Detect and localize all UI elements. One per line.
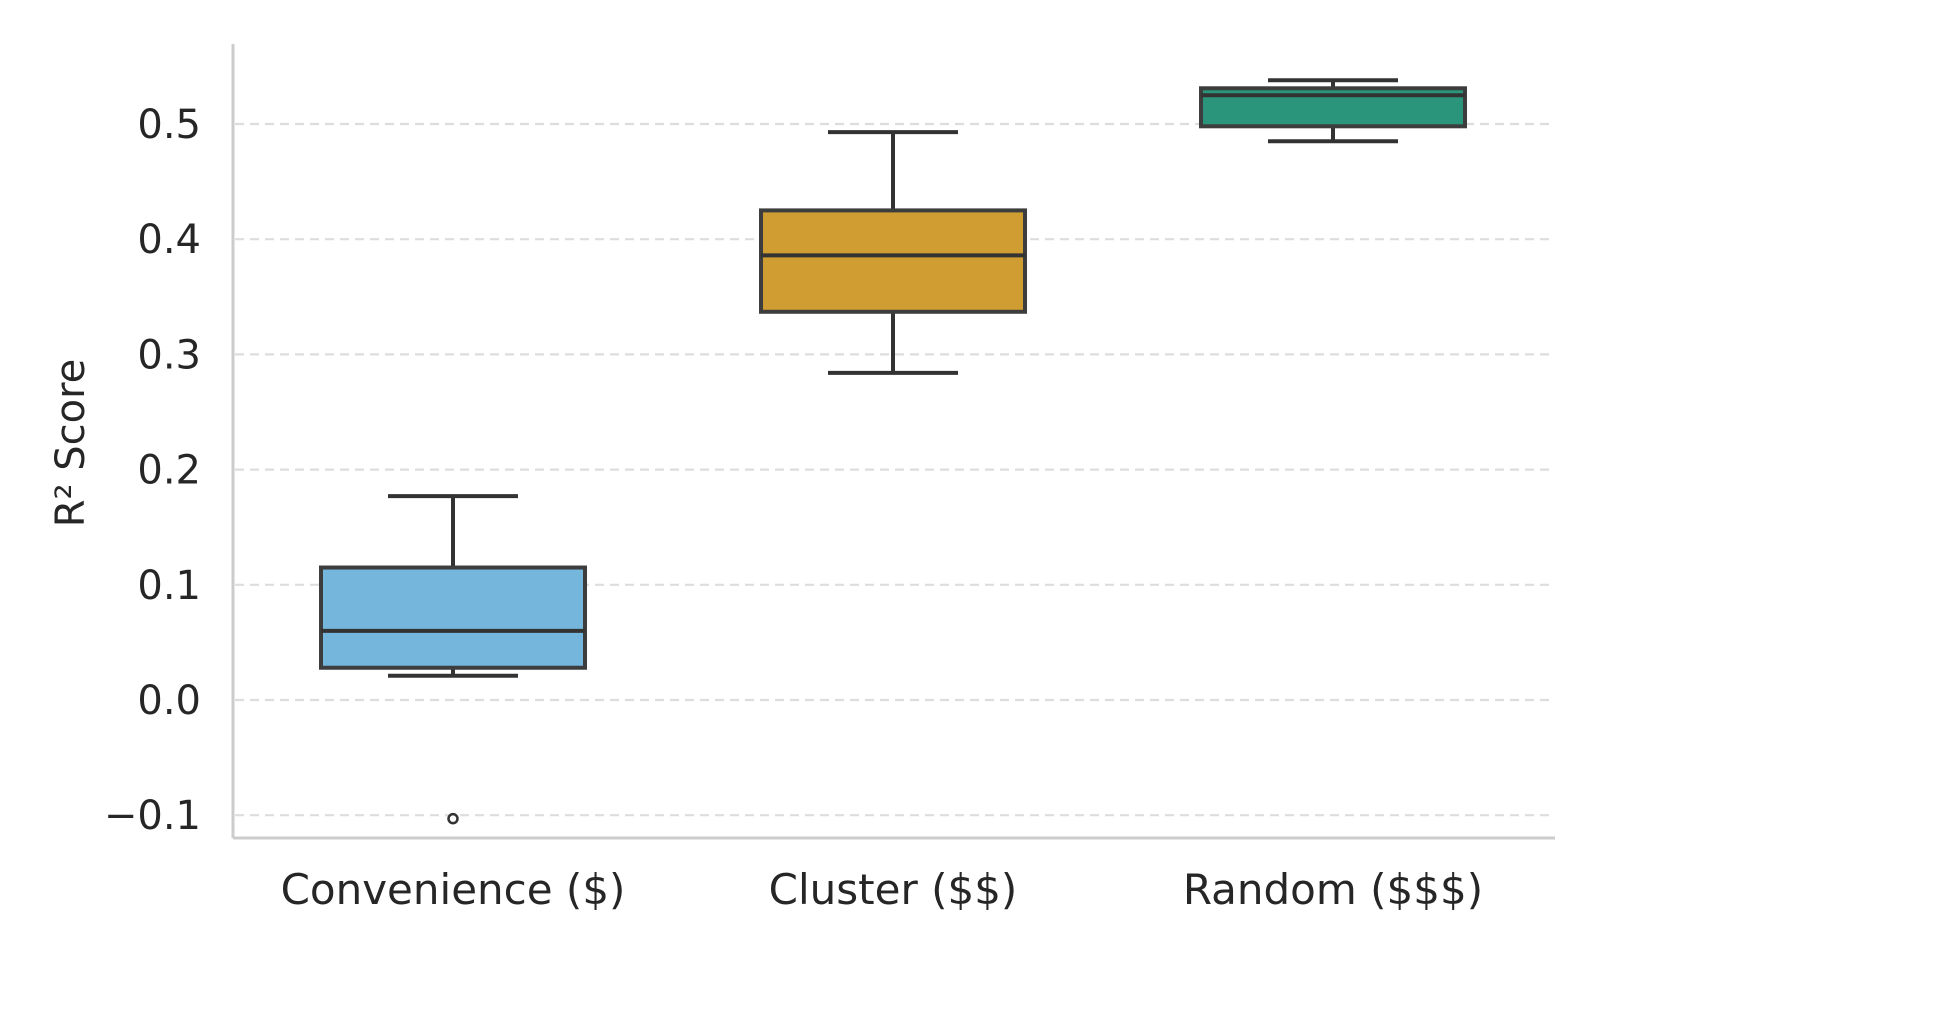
outlier-point	[447, 812, 459, 825]
y-tick-label: 0.5	[137, 102, 201, 148]
y-tick-label: 0.2	[137, 448, 201, 494]
y-tick-label: 0.4	[137, 217, 201, 263]
iqr-box	[759, 208, 1027, 314]
y-tick-label: 0.1	[137, 563, 201, 609]
y-tick-label: 0.0	[137, 678, 201, 724]
y-tick-label: −0.1	[104, 793, 201, 839]
y-axis-title: R² Score	[48, 359, 94, 528]
y-tick-labels: −0.1 0.0 0.1 0.2 0.3 0.4 0.5	[104, 102, 201, 839]
axes	[231, 44, 1555, 840]
y-tick-label: 0.3	[137, 332, 201, 378]
x-tick-labels: Convenience ($) Cluster ($$) Random ($$$)	[281, 865, 1484, 914]
box-group	[1199, 78, 1467, 144]
box-group	[759, 130, 1027, 375]
x-tick-label: Convenience ($)	[281, 865, 626, 914]
x-tick-label: Cluster ($$)	[769, 865, 1018, 914]
box-group	[319, 494, 587, 825]
x-tick-label: Random ($$$)	[1183, 865, 1483, 914]
iqr-box	[319, 565, 587, 670]
boxes	[319, 78, 1467, 825]
